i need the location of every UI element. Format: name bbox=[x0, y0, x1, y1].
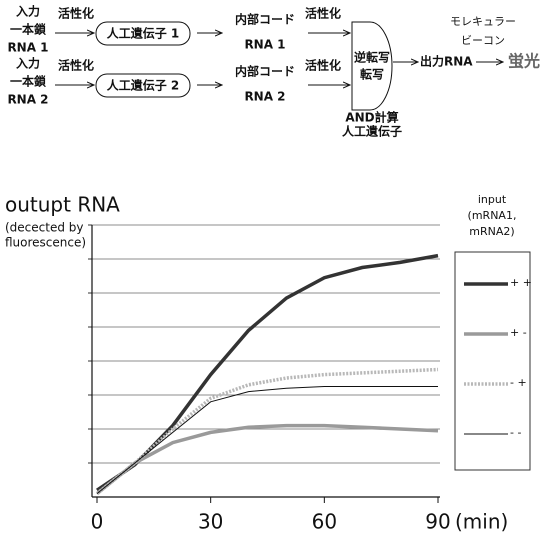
result-label: 蛍光 bbox=[508, 52, 540, 71]
beacon-label: ビーコン bbox=[461, 34, 505, 47]
activate-label: 活性化 bbox=[58, 58, 94, 73]
legend-label: - - bbox=[510, 426, 521, 439]
gene-label: 人工遺伝子 2 bbox=[107, 78, 180, 93]
plot: 0 30 60 90 input (mRNA1, mRNA2) + + + - - + - - bbox=[88, 193, 532, 534]
and-gate bbox=[351, 21, 393, 111]
gate-label: 逆転写 bbox=[354, 50, 390, 65]
chart-title: outupt RNA bbox=[5, 193, 120, 217]
code-label: RNA 1 bbox=[244, 38, 285, 52]
input-label: 一本鎖 bbox=[10, 22, 47, 37]
diagram: 逆転写 転写 AND計算 人工遺伝子 出力RNA モレキュラー ビーコン 蛍光 bbox=[342, 15, 540, 139]
input-label: 入力 bbox=[16, 4, 40, 19]
gene-box bbox=[95, 73, 191, 98]
chart-subtitle: fluorescence) bbox=[5, 236, 86, 250]
gene-box bbox=[95, 21, 191, 46]
code-label: 内部コード bbox=[235, 64, 295, 79]
gene-label: 人工遺伝子 1 bbox=[107, 26, 180, 41]
gate-caption: 人工遺伝子 bbox=[342, 124, 402, 139]
x-tick-label: 60 bbox=[312, 510, 337, 534]
legend-label: + + bbox=[510, 276, 532, 289]
input-label: RNA 2 bbox=[7, 93, 48, 107]
activate-label: 活性化 bbox=[305, 58, 341, 73]
beacon-label: モレキュラー bbox=[450, 15, 516, 28]
gate-caption: AND計算 bbox=[345, 110, 398, 125]
x-tick-label: 0 bbox=[91, 510, 104, 534]
series-line bbox=[95, 423, 439, 495]
input-label: 一本鎖 bbox=[10, 74, 47, 89]
activate-label: 活性化 bbox=[58, 6, 94, 21]
legend-box bbox=[454, 251, 531, 471]
code-label: 内部コード bbox=[235, 12, 295, 27]
x-axis-label: (min) bbox=[455, 510, 508, 534]
legend-title: (mRNA1, bbox=[468, 209, 517, 222]
series-line bbox=[96, 386, 438, 494]
legend-label: + - bbox=[510, 326, 527, 339]
code-label: RNA 2 bbox=[244, 90, 285, 104]
x-tick-label: 90 bbox=[425, 510, 450, 534]
x-tick-label: 30 bbox=[198, 510, 223, 534]
activate-label: 活性化 bbox=[305, 6, 341, 21]
legend-label: - + bbox=[510, 376, 527, 389]
input-label: 入力 bbox=[16, 56, 40, 71]
output-label: 出力RNA bbox=[420, 54, 473, 69]
gate-label: 転写 bbox=[360, 67, 384, 82]
series-line bbox=[95, 367, 439, 495]
input-label: RNA 1 bbox=[7, 41, 48, 55]
chart-subtitle: (decected by bbox=[5, 221, 84, 235]
legend-title: input bbox=[478, 193, 507, 206]
legend-title: mRNA2) bbox=[469, 225, 514, 238]
chart: outupt RNA (decected by fluorescence) (m… bbox=[5, 193, 531, 534]
